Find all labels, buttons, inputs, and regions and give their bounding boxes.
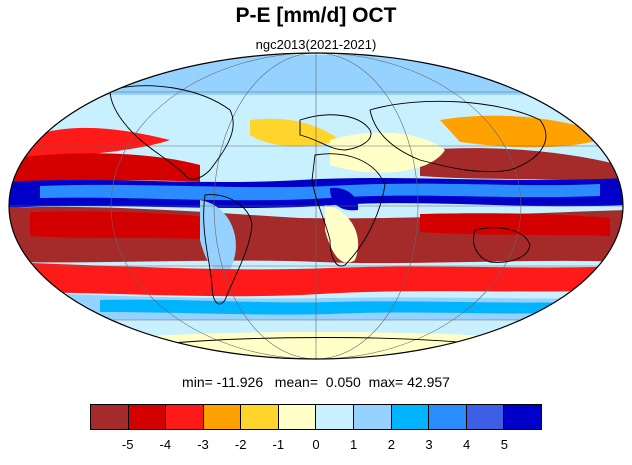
colorbar-tick-label: 3: [425, 437, 433, 452]
plot-subtitle: ngc2013(2021-2021): [255, 37, 377, 52]
colorbar: [90, 404, 542, 430]
colorbar-swatch: [128, 405, 167, 429]
mean-value: 0.050: [325, 374, 361, 390]
colorbar-tick-label: -4: [159, 437, 172, 452]
colorbar-swatch: [466, 405, 505, 429]
stats-line: min= -11.926 mean= 0.050 max= 42.957: [0, 374, 632, 390]
colorbar-swatch: [241, 405, 279, 429]
colorbar-tick-label: -5: [121, 437, 134, 452]
colorbar-swatch: [429, 405, 467, 429]
colorbar-swatch: [203, 405, 242, 429]
colorbar-swatch: [354, 405, 392, 429]
colorbar-tick-label: 4: [463, 437, 471, 452]
colorbar-swatch: [166, 405, 204, 429]
map-border: [8, 52, 624, 360]
max-label: max=: [368, 374, 404, 390]
max-value: 42.957: [407, 374, 450, 390]
mean-label: mean=: [274, 374, 318, 390]
colorbar-tick-label: -1: [272, 437, 285, 452]
colorbar-tick-label: 2: [387, 437, 395, 452]
min-label: min=: [182, 374, 213, 390]
colorbar-swatch: [504, 405, 541, 429]
min-value: -11.926: [216, 374, 264, 390]
colorbar-tick-label: -2: [234, 437, 247, 452]
colorbar-swatch: [278, 405, 317, 429]
colorbar-tick-label: 5: [500, 437, 508, 452]
colorbar-swatch: [316, 405, 355, 429]
colorbar-tick-label: -3: [197, 437, 209, 452]
colorbar-swatch: [391, 405, 430, 429]
plot-title: P-E [mm/d] OCT: [235, 4, 397, 27]
colorbar-swatch: [91, 405, 129, 429]
colorbar-tick-label: 1: [350, 437, 358, 452]
coastlines: [109, 85, 547, 346]
colorbar-tick-label: 0: [312, 437, 320, 452]
